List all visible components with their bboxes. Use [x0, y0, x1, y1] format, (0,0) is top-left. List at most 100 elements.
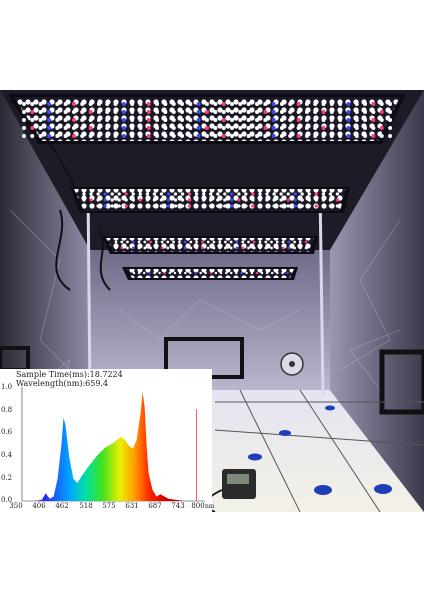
- led-diode: [163, 134, 168, 138]
- led-diode: [288, 134, 293, 138]
- led-diode: [38, 110, 43, 114]
- led-diode: [22, 102, 26, 106]
- led-diode: [132, 271, 136, 275]
- led-diode: [138, 110, 143, 114]
- led-diode: [279, 110, 284, 114]
- led-diode: [201, 246, 204, 250]
- led-diode: [379, 126, 384, 130]
- led-diode: [279, 134, 284, 138]
- led-diode: [195, 246, 198, 250]
- led-diode: [149, 246, 152, 250]
- led-diode: [304, 102, 309, 106]
- led-diode: [221, 134, 226, 138]
- led-diode: [196, 134, 201, 138]
- led-diode: [272, 192, 276, 196]
- led-diode: [96, 126, 101, 130]
- led-diode: [354, 110, 359, 114]
- led-diode: [30, 134, 35, 138]
- led-diode: [145, 204, 150, 208]
- led-diode: [130, 126, 135, 130]
- led-diode: [138, 204, 142, 208]
- led-diode: [335, 204, 340, 208]
- led-diode: [212, 240, 216, 244]
- led-diode: [205, 110, 209, 114]
- led-diode: [110, 192, 114, 196]
- led-diode: [47, 126, 51, 130]
- led-diode: [271, 118, 276, 122]
- led-diode: [146, 102, 151, 106]
- led-diode: [221, 110, 226, 114]
- led-diode: [379, 110, 384, 114]
- led-diode: [131, 204, 135, 208]
- led-diode: [258, 192, 262, 196]
- led-diode: [286, 198, 290, 202]
- led-diode: [329, 126, 334, 130]
- led-diode: [244, 204, 248, 208]
- led-diode: [130, 118, 135, 122]
- led-diode: [307, 192, 311, 196]
- led-diode: [307, 204, 311, 208]
- led-diode: [173, 271, 177, 275]
- led-diode: [313, 102, 318, 106]
- led-diode: [55, 102, 60, 106]
- led-diode: [371, 126, 376, 130]
- sample-time-label: Sample Time(ms):18.7224: [16, 370, 123, 379]
- led-diode: [313, 134, 318, 138]
- led-diode: [288, 126, 293, 130]
- led-diode: [216, 204, 220, 208]
- led-diode: [117, 192, 121, 196]
- led-diode: [88, 118, 93, 122]
- led-diode: [180, 110, 185, 114]
- led-diode: [293, 192, 297, 196]
- led-diode: [218, 240, 222, 244]
- y-tick-label: 1.0: [1, 383, 13, 391]
- y-tick-label: 0.8: [1, 406, 13, 414]
- led-diode: [251, 204, 255, 208]
- led-diode: [216, 198, 220, 202]
- led-diode: [212, 246, 216, 250]
- led-diode: [117, 204, 121, 208]
- led-diode: [214, 271, 218, 275]
- led-diode: [194, 192, 199, 196]
- led-diode: [22, 126, 26, 130]
- led-diode: [293, 198, 297, 202]
- led-diode: [188, 118, 193, 122]
- led-diode: [166, 198, 171, 202]
- led-diode: [121, 126, 126, 130]
- led-diode: [246, 126, 251, 130]
- led-diode: [173, 192, 178, 196]
- led-diode: [281, 271, 284, 275]
- led-diode: [247, 240, 250, 244]
- led-diode: [88, 110, 93, 114]
- led-diode: [296, 110, 301, 114]
- led-diode: [105, 126, 110, 130]
- led-diode: [143, 240, 147, 244]
- led-diode: [238, 102, 243, 106]
- led-diode: [178, 246, 181, 250]
- led-diode: [270, 240, 273, 244]
- led-diode: [288, 102, 293, 106]
- led-diode: [80, 110, 85, 114]
- led-diode: [103, 192, 107, 196]
- led-diode: [338, 110, 343, 114]
- led-diode: [221, 102, 226, 106]
- led-diode: [196, 126, 201, 130]
- led-diode: [230, 204, 234, 208]
- led-diode: [379, 102, 384, 106]
- led-diode: [252, 246, 256, 250]
- led-diode: [328, 204, 333, 208]
- led-diode: [263, 134, 268, 138]
- led-diode: [121, 134, 126, 138]
- led-diode: [180, 198, 185, 202]
- led-diode: [237, 204, 241, 208]
- led-diode: [124, 192, 128, 196]
- led-diode: [138, 102, 143, 106]
- led-diode: [314, 198, 318, 202]
- led-diode: [163, 110, 168, 114]
- led-diode: [180, 204, 185, 208]
- x-tick-label: 800: [191, 502, 205, 510]
- led-diode: [286, 192, 290, 196]
- led-diode: [388, 134, 393, 138]
- led-diode: [298, 240, 302, 244]
- led-diode: [230, 271, 233, 275]
